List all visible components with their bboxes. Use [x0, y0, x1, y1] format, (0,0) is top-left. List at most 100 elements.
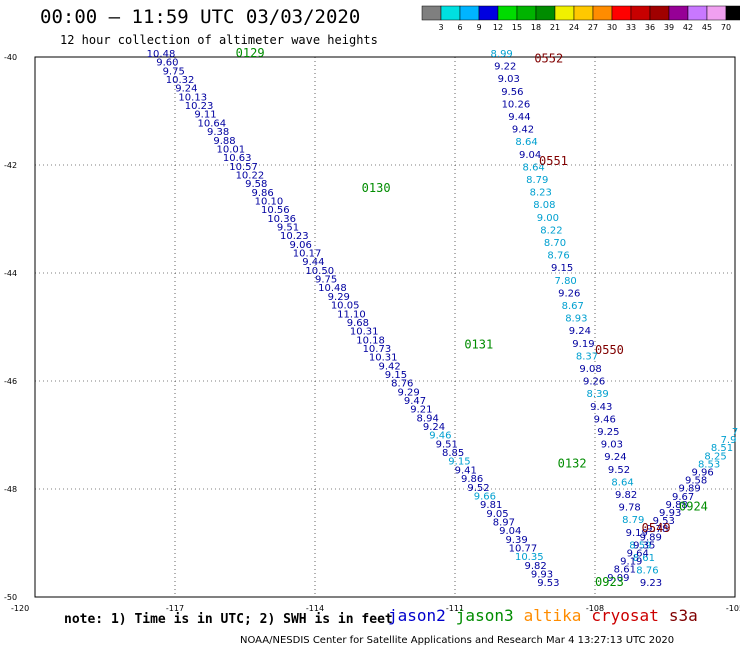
x-tick-label: -120 [11, 604, 29, 613]
wave-height-value: 8.64 [523, 162, 545, 173]
wave-height-value: 8.79 [622, 515, 644, 526]
wave-height-value: 10.77 [509, 543, 538, 554]
wave-height-value: 9.29 [398, 387, 420, 398]
track-values: 10.489.609.7510.329.2410.1310.239.1110.6… [147, 49, 739, 589]
scale-label: 3 [438, 23, 443, 32]
pass-number-label: 0132 [558, 456, 587, 470]
wave-height-value: 8.93 [565, 314, 587, 325]
scale-swatch [668, 5, 689, 21]
wave-height-value: 9.05 [486, 509, 508, 520]
pass-number-label: 0923 [595, 575, 624, 589]
wave-height-value: 9.09 [607, 573, 629, 584]
wave-height-value: 9.24 [604, 452, 626, 463]
wave-height-value: 9.26 [583, 377, 605, 388]
pass-number-label: 0551 [539, 154, 568, 168]
wave-height-value: 8.64 [515, 137, 537, 148]
wave-height-value: 8.76 [547, 251, 569, 262]
wave-height-value: 10.36 [267, 214, 296, 225]
wave-height-value: 8.25 [704, 451, 726, 462]
wave-height-value: 9.93 [659, 508, 681, 519]
pass-number-label: 0131 [464, 338, 493, 352]
scale-swatch [421, 5, 442, 21]
note-text: note: 1) Time is in UTC; 2) SWH is in fe… [64, 612, 393, 627]
pass-labels: 0129 0130 0131 0132 0923 0924 0552 0551 0550 0549 [236, 46, 708, 589]
wave-height-value: 10.22 [236, 170, 265, 181]
pass-number-label: 0552 [534, 51, 563, 65]
scale-swatch [725, 5, 740, 21]
wave-height-value: 9.88 [213, 136, 235, 147]
wave-height-value: 8.51 [711, 443, 733, 454]
wave-height-value: 9.56 [501, 87, 523, 98]
wave-height-value: 10.50 [305, 266, 334, 277]
scale-swatch [592, 5, 613, 21]
wave-height-value: 9.89 [640, 532, 662, 543]
wave-height-value: 9.04 [519, 150, 541, 161]
wave-height-value: 9.42 [512, 125, 534, 136]
chart-subtitle: 12 hour collection of altimeter wave hei… [60, 33, 378, 47]
wave-height-value: 9.44 [508, 112, 530, 123]
pass-number-label: 0924 [679, 500, 708, 514]
wave-height-value: 10.35 [515, 552, 544, 563]
wave-height-value: 9.46 [594, 414, 616, 425]
scale-label: 24 [569, 23, 579, 32]
wave-height-value: 8.97 [493, 517, 515, 528]
wave-height-value: 9.19 [572, 339, 594, 350]
wave-height-value: 9.58 [685, 476, 707, 487]
wave-height-value: 9.89 [678, 484, 700, 495]
wave-height-value: 8.22 [540, 225, 562, 236]
wave-height-value: 10.63 [223, 153, 252, 164]
wave-height-value: 10.48 [318, 283, 347, 294]
axis-ticks: -120 -117 -114 -111 -108 -105 -40 -42 -44 -46 -48 -… [4, 53, 740, 613]
scale-swatch [516, 5, 537, 21]
y-tick-label: -42 [4, 161, 17, 170]
wave-height-value: 8.08 [533, 200, 555, 211]
wave-height-value: 9.53 [653, 516, 675, 527]
wave-height-value: 8.76 [391, 379, 413, 390]
y-tick-label: -44 [4, 269, 17, 278]
wave-height-value: 9.81 [480, 500, 502, 511]
wave-height-value: 8.79 [526, 175, 548, 186]
scale-label: 18 [531, 23, 541, 32]
wave-height-value: 9.67 [672, 492, 694, 503]
wave-height-value: 9.60 [156, 58, 178, 69]
wave-height-value: 8.76 [636, 566, 658, 577]
wave-height-value: 10.13 [178, 92, 207, 103]
wave-height-value: 9.19 [626, 528, 648, 539]
wave-height-value: 8.61 [633, 553, 655, 564]
wave-height-value: 9.75 [163, 66, 185, 77]
wave-height-value: 9.51 [436, 439, 458, 450]
wave-height-value: 7 [732, 427, 738, 438]
scale-swatch [440, 5, 461, 21]
wave-height-value: 9.19 [620, 557, 642, 568]
credit-text: NOAA/NESDIS Center for Satellite Applica… [240, 635, 675, 646]
y-tick-label: -48 [4, 485, 17, 494]
scale-label: 27 [588, 23, 598, 32]
wave-height-value: 8.70 [544, 238, 566, 249]
scale-swatch [649, 5, 670, 21]
wave-height-value: 9.52 [467, 483, 489, 494]
y-tick-label: -40 [4, 53, 17, 62]
x-tick-label: -105 [726, 604, 740, 613]
scale-label: 33 [626, 23, 636, 32]
wave-height-value: 9.53 [537, 578, 559, 589]
scale-swatch [554, 5, 575, 21]
wave-height-value: 9.86 [461, 474, 483, 485]
scale-label: 30 [607, 23, 617, 32]
scale-swatch [706, 5, 727, 21]
pass-number-label: 0549 [642, 521, 671, 535]
scale-swatch [497, 5, 518, 21]
wave-height-value: 9.03 [498, 74, 520, 85]
legend-entry: cryosat [591, 606, 659, 625]
wave-height-value: 10.32 [166, 75, 195, 86]
wave-height-value: 9.66 [474, 491, 496, 502]
scale-swatch [687, 5, 708, 21]
scale-label: 70 [721, 23, 731, 32]
wave-height-value: 9.06 [290, 240, 312, 251]
wave-height-value: 10.64 [197, 118, 226, 129]
wave-height-value: 9.41 [455, 465, 477, 476]
legend-entry: jason2 [388, 606, 446, 625]
wave-height-value: 9.22 [494, 62, 516, 73]
wave-height-value: 8.53 [698, 459, 720, 470]
legend-entry: altika [523, 606, 582, 625]
